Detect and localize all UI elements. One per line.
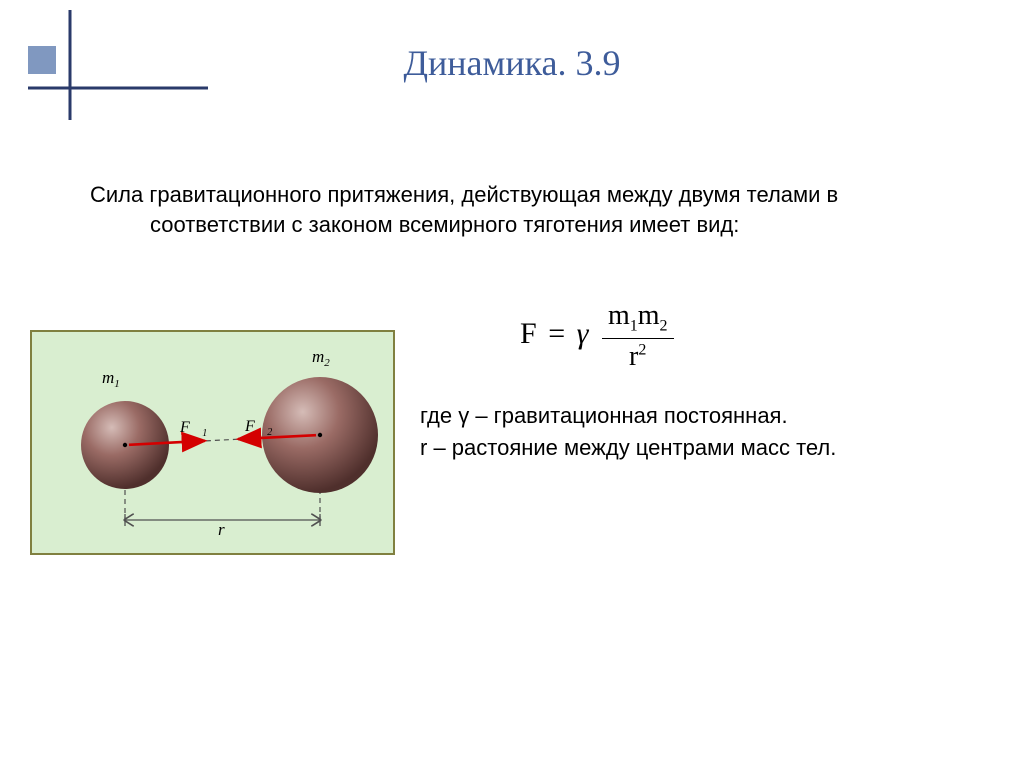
formula-fraction: m1m2 r2 [602, 300, 674, 373]
two-body-diagram: m1 m2 F⃗1 F⃗2 r [30, 330, 395, 555]
where-line-2: r – растояние между центрами масс тел. [420, 432, 980, 464]
corner-decoration [28, 10, 208, 120]
center-dot-2 [318, 433, 322, 437]
formula-lhs: F [520, 317, 537, 350]
center-dot-1 [123, 443, 127, 447]
where-line-1: где γ – гравитационная постоянная. [420, 400, 980, 432]
formula-denominator: r2 [602, 339, 674, 373]
formula-numerator: m1m2 [602, 300, 674, 339]
label-r: r [218, 520, 225, 539]
gravity-formula: F = γ m1m2 r2 [520, 300, 674, 373]
decor-square [28, 46, 56, 74]
formula-gamma: γ [577, 317, 589, 350]
body-paragraph: Сила гравитационного притяжения, действу… [90, 180, 930, 239]
paragraph-text: Сила гравитационного притяжения, действу… [90, 180, 930, 239]
formula-eq: = [548, 317, 565, 350]
where-block: где γ – гравитационная постоянная. r – р… [420, 400, 980, 464]
